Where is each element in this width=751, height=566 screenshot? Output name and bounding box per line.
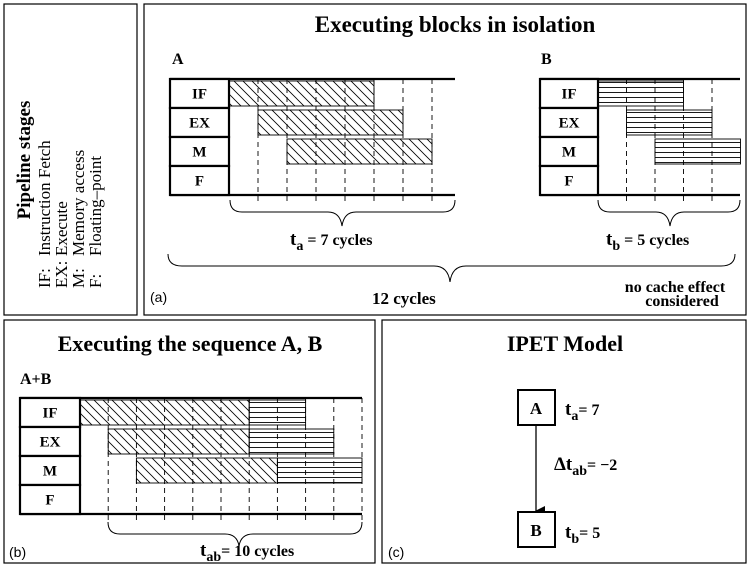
stage-box: [538, 135, 600, 168]
panel-c-frame: [381, 319, 747, 564]
stage-label: EX: [189, 116, 210, 132]
stage-label: IF: [192, 87, 207, 103]
panel-b-frame: [3, 319, 376, 564]
panel-a-frame: [143, 3, 747, 316]
panel-label: (c): [388, 544, 404, 560]
symbol: Δt: [554, 454, 573, 475]
legend-frame: [3, 3, 138, 316]
stage-occupancy: [107, 428, 250, 455]
stage-occupancy: [597, 80, 684, 107]
panel-label: (a): [150, 289, 167, 305]
symbol: t: [200, 540, 207, 561]
text: = 5: [579, 525, 600, 542]
stage-occupancy: [135, 457, 278, 484]
legend-title: Pipeline stages: [14, 101, 35, 220]
text: = 5 cycles: [620, 232, 689, 249]
legend-abbr: IF:: [35, 268, 54, 288]
subscript: b: [571, 532, 579, 547]
time-label: tb = 5 cycles: [606, 229, 689, 254]
stage-occupancy: [654, 138, 741, 165]
text: = 7 cycles: [303, 232, 372, 249]
node-time: ta= 7: [565, 399, 599, 424]
text: = 7: [578, 402, 599, 419]
stage-label: M: [562, 145, 576, 161]
brace: [167, 253, 736, 283]
stage-label: IF: [562, 87, 577, 103]
stage-box: [168, 106, 231, 139]
note: no cache effect: [625, 279, 726, 296]
stage-label: M: [43, 464, 57, 480]
text: = −2: [587, 457, 617, 474]
subscript: a: [296, 239, 303, 254]
stage-box: [538, 77, 600, 110]
edge-label: Δtab= −2: [554, 454, 617, 479]
panel-title: Executing the sequence A, B: [58, 331, 323, 356]
stage-occupancy: [248, 428, 335, 455]
panel-label: (b): [9, 544, 26, 560]
block-label: A+B: [20, 371, 52, 388]
time-label: ta = 7 cycles: [290, 229, 372, 254]
brace: [229, 199, 456, 227]
note: considered: [645, 293, 719, 310]
panel-title: IPET Model: [507, 331, 623, 356]
subscript: a: [571, 409, 578, 424]
legend-text: Instruction Fetch: [35, 140, 54, 256]
stage-box: [168, 164, 231, 197]
time-label: tab= 10 cycles: [200, 540, 294, 565]
node-label: B: [530, 521, 541, 540]
symbol: t: [565, 522, 572, 543]
panel-title: Executing blocks in isolation: [315, 12, 596, 37]
stage-occupancy: [79, 399, 250, 426]
subscript: ab: [572, 464, 587, 479]
subscript: b: [612, 239, 620, 254]
stage-label: F: [45, 493, 54, 509]
braces: [107, 199, 741, 547]
stage-label: F: [564, 174, 573, 190]
stage-occupancy: [257, 109, 404, 136]
legend-text: Floating–point: [86, 156, 105, 256]
stage-label: M: [192, 145, 206, 161]
brace: [597, 199, 741, 227]
total-label: 12 cycles: [372, 289, 436, 308]
block-label: B: [541, 51, 552, 68]
block-label: A: [172, 51, 184, 68]
node-label: A: [530, 399, 543, 418]
legend-items: IF: Instruction Fetch EX: Execute M: Mem…: [35, 140, 105, 288]
stage-box: [538, 164, 600, 197]
legend-abbr: EX:: [52, 261, 71, 288]
stage-label: IF: [43, 406, 58, 422]
node-box: [517, 511, 556, 548]
brace: [107, 521, 363, 547]
stage-box: [18, 483, 82, 516]
symbol: t: [565, 399, 572, 420]
stage-occupancy: [248, 399, 307, 426]
node-box: [517, 389, 556, 426]
legend-abbr: F:: [86, 274, 105, 288]
legend-abbr: M:: [69, 268, 88, 288]
stage-occupancy: [276, 457, 363, 484]
stage-box: [538, 106, 600, 139]
legend-text: Memory access: [69, 150, 88, 256]
text: = 10 cycles: [221, 543, 294, 560]
stage-occupancy: [286, 138, 433, 165]
stage-occupancy: [626, 109, 713, 136]
subscript: ab: [206, 550, 221, 565]
stage-label: F: [195, 174, 204, 190]
stage-label: EX: [40, 435, 61, 451]
stage-label: EX: [559, 116, 580, 132]
legend-text: Execute: [52, 201, 71, 256]
symbol: t: [290, 229, 297, 250]
node-time: tb= 5: [565, 522, 600, 547]
symbol: t: [606, 229, 613, 250]
stage-occupancy: [228, 80, 375, 107]
stage-box: [18, 396, 82, 429]
stage-box: [18, 425, 82, 458]
